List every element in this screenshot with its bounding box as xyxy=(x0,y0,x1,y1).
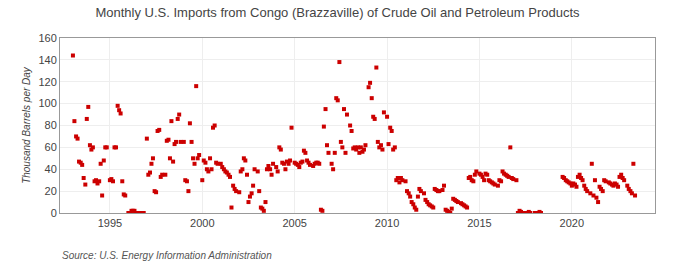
svg-text:Monthly U.S. Imports from Cong: Monthly U.S. Imports from Congo (Brazzav… xyxy=(95,5,580,20)
svg-text:160: 160 xyxy=(38,32,56,44)
svg-text:60: 60 xyxy=(45,141,57,153)
svg-text:2020: 2020 xyxy=(560,217,584,229)
svg-text:Thousand Barrels per Day: Thousand Barrels per Day xyxy=(21,66,32,184)
svg-text:2015: 2015 xyxy=(467,217,491,229)
svg-text:40: 40 xyxy=(45,163,57,175)
svg-text:100: 100 xyxy=(38,97,56,109)
svg-text:2000: 2000 xyxy=(190,217,214,229)
svg-text:2005: 2005 xyxy=(282,217,306,229)
svg-text:80: 80 xyxy=(45,119,57,131)
svg-text:1995: 1995 xyxy=(98,217,122,229)
svg-text:Source: U.S. Energy Informatio: Source: U.S. Energy Information Administ… xyxy=(62,250,272,261)
svg-text:0: 0 xyxy=(51,207,57,219)
svg-text:120: 120 xyxy=(38,76,56,88)
svg-text:2010: 2010 xyxy=(375,217,399,229)
svg-text:140: 140 xyxy=(38,54,56,66)
svg-text:20: 20 xyxy=(45,185,57,197)
